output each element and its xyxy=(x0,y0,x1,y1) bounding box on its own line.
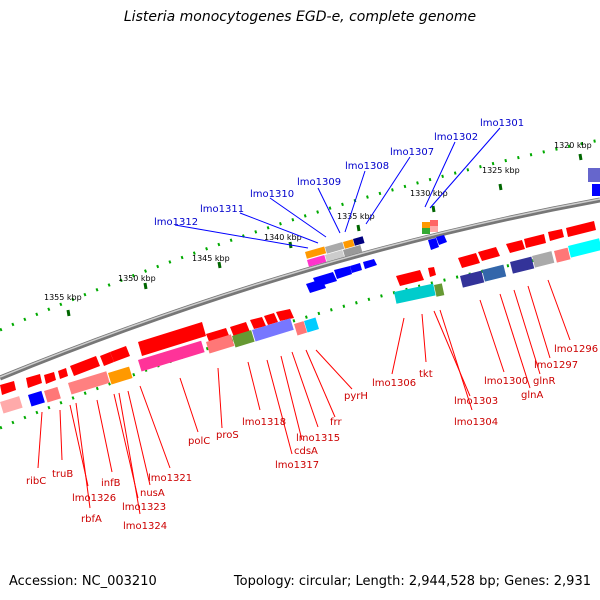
gene-label: glnR xyxy=(533,376,555,387)
outer-gene-labels: lmo1312 lmo1311 lmo1310 lmo1309 lmo1308 … xyxy=(154,118,524,228)
gene-label: lmo1318 xyxy=(242,417,286,428)
gene-label: lmo1326 xyxy=(72,493,116,504)
outer-gene-block-right xyxy=(422,220,447,250)
gene-label: tkt xyxy=(419,369,433,380)
ruler-label: 1350 kbp xyxy=(118,274,156,283)
gene-label: nusA xyxy=(140,488,165,499)
gene-label: lmo1300 xyxy=(484,376,528,387)
gene-label: frr xyxy=(330,417,342,428)
gene-label: lmo1303 xyxy=(454,396,498,407)
gene-label: lmo1302 xyxy=(434,132,478,143)
gene-label: rbfA xyxy=(81,514,102,525)
gene-label: polC xyxy=(188,436,210,447)
ruler-label: 1355 kbp xyxy=(44,293,82,302)
ruler-label: 1335 kbp xyxy=(337,212,375,221)
gene-label: lmo1304 xyxy=(454,417,498,428)
page-title: Listeria monocytogenes EGD-e, complete g… xyxy=(123,9,477,25)
gene-label: lmo1321 xyxy=(148,473,192,484)
outer-gene-block-left xyxy=(305,236,377,293)
gene-label: proS xyxy=(216,430,239,441)
ruler-label: 1330 kbp xyxy=(410,189,448,198)
ruler-label: 1340 kbp xyxy=(264,233,302,242)
gene-label: lmo1301 xyxy=(480,118,524,129)
inner-gene-row-right xyxy=(394,168,600,304)
genome-backbone-highlight xyxy=(0,198,600,378)
genome-summary: Topology: circular; Length: 2,944,528 bp… xyxy=(233,574,591,589)
inner-leader-lines xyxy=(37,279,571,515)
gene-label: lmo1312 xyxy=(154,217,198,228)
gene-label: glnA xyxy=(521,390,543,401)
gene-label: infB xyxy=(101,478,121,489)
genome-backbone xyxy=(0,197,600,381)
gene-label: lmo1324 xyxy=(123,521,167,532)
gene-label: lmo1309 xyxy=(297,177,341,188)
gene-label: lmo1307 xyxy=(390,147,434,158)
accession-label: Accession: NC_003210 xyxy=(9,574,157,589)
outer-leader-lines xyxy=(174,127,501,249)
gene-label: lmo1297 xyxy=(534,360,578,371)
outer-tick-track xyxy=(0,138,600,332)
gene-label: lmo1317 xyxy=(275,460,319,471)
ruler-label: 1325 kbp xyxy=(482,166,520,175)
ruler-label: 1320 kbp xyxy=(554,141,592,150)
gene-label: lmo1310 xyxy=(250,189,294,200)
gene-label: lmo1315 xyxy=(296,433,340,444)
gene-label: lmo1311 xyxy=(200,204,244,215)
gene-label: cdsA xyxy=(294,446,318,457)
gene-label: lmo1308 xyxy=(345,161,389,172)
gene-label: truB xyxy=(52,469,73,480)
ruler-label: 1345 kbp xyxy=(192,254,230,263)
gene-label: lmo1296 xyxy=(554,344,598,355)
gene-label: lmo1323 xyxy=(122,502,166,513)
ruler-labels: 1355 kbp 1350 kbp 1345 kbp 1340 kbp 1335… xyxy=(44,141,592,302)
gene-label: ribC xyxy=(26,476,46,487)
inner-gene-labels-right: lmo1306 tkt lmo1303 lmo1304 lmo1300 glnA… xyxy=(372,344,598,428)
inner-colored-band-left xyxy=(0,317,319,414)
gene-label: lmo1306 xyxy=(372,378,416,389)
inner-tick-track xyxy=(0,246,600,430)
inner-gene-labels-bottom: ribC truB lmo1326 rbfA infB lmo1323 lmo1… xyxy=(26,391,368,532)
gene-label: pyrH xyxy=(344,391,368,402)
